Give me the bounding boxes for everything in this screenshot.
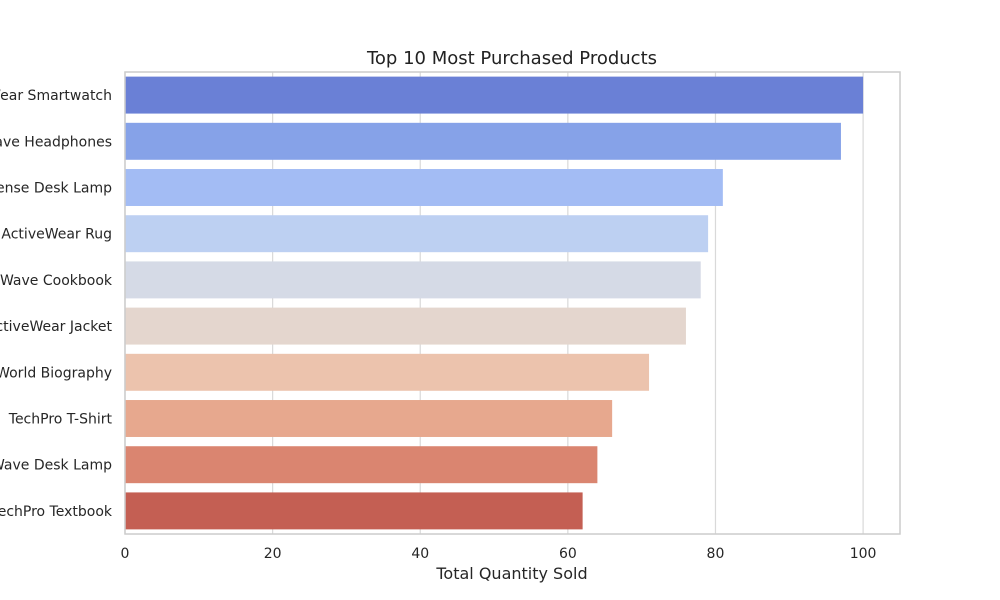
bar	[125, 169, 723, 206]
category-labels: Wear Smartwatch ave Headphones ense Desk L…	[0, 88, 113, 520]
x-tick-label: 100	[850, 546, 877, 562]
category-label: Wave Desk Lamp	[0, 458, 112, 474]
bar	[125, 122, 841, 160]
bar	[125, 446, 598, 484]
bar	[125, 400, 613, 437]
x-tick-label: 40	[411, 546, 429, 562]
category-label: Wave Cookbook	[0, 273, 113, 289]
category-label: ActiveWear Rug	[1, 227, 112, 243]
category-label: ctiveWear Jacket	[0, 319, 113, 335]
x-tick-label: 0	[121, 546, 130, 562]
category-label: TechPro T-Shirt	[8, 412, 113, 428]
category-label: ave Headphones	[0, 134, 112, 150]
x-tick-label: 60	[559, 546, 577, 562]
x-tick-labels: 0 20 40 60 80 100	[121, 546, 877, 562]
category-label: ense Desk Lamp	[0, 181, 112, 197]
x-tick-label: 20	[264, 546, 282, 562]
category-label: Wear Smartwatch	[0, 88, 112, 104]
bar	[125, 215, 709, 253]
x-axis-label: Total Quantity Sold	[435, 564, 587, 583]
bar	[125, 76, 864, 114]
bar	[125, 353, 650, 391]
chart-title: Top 10 Most Purchased Products	[366, 48, 657, 69]
bar	[125, 307, 686, 345]
bar	[125, 492, 583, 530]
category-label: echPro Textbook	[0, 504, 113, 520]
category-label: World Biography	[0, 365, 112, 381]
plot-frame	[124, 71, 901, 535]
bar	[125, 261, 701, 299]
x-tick-label: 80	[707, 546, 725, 562]
bars	[125, 76, 864, 530]
